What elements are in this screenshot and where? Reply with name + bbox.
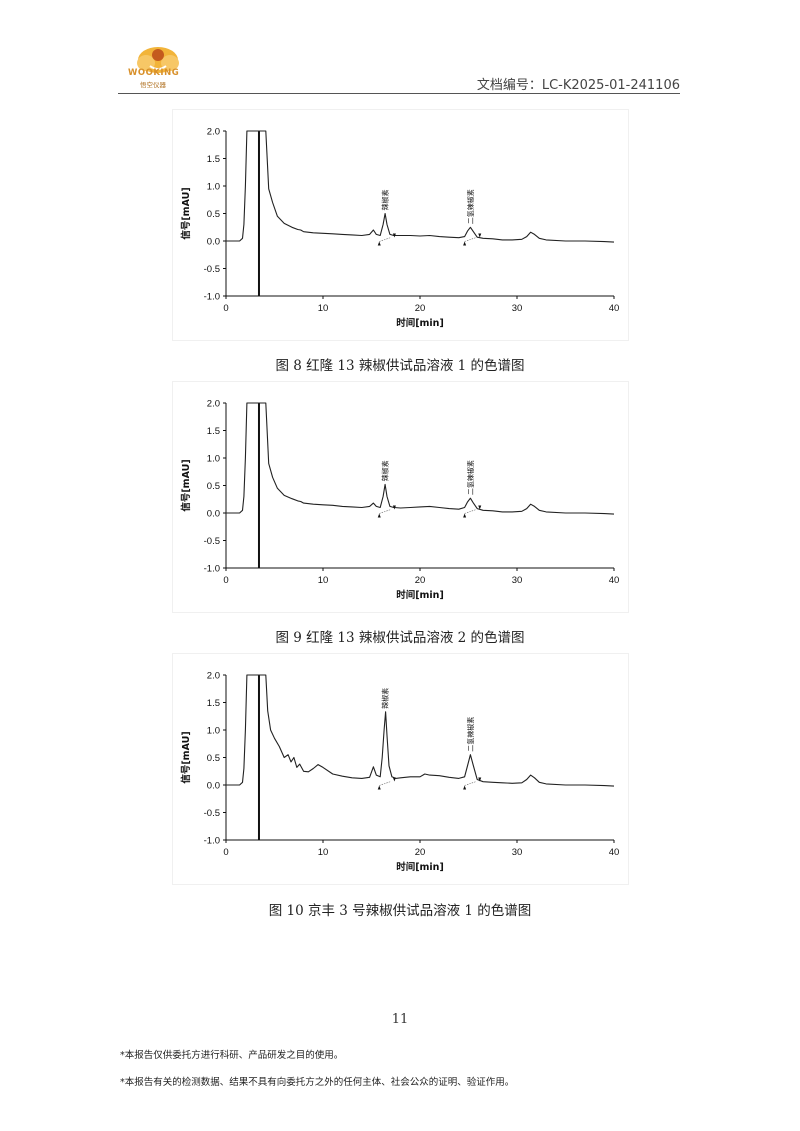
- x-tick-label: 30: [512, 575, 523, 586]
- peak-baseline: [464, 509, 477, 514]
- x-tick-label: 30: [512, 303, 523, 314]
- y-tick-label: -0.5: [204, 264, 220, 275]
- y-axis-label: 信号[mAU]: [180, 187, 192, 239]
- y-tick-label: -1.0: [204, 292, 220, 303]
- y-tick-label: 1.0: [207, 726, 220, 737]
- x-tick-label: 10: [318, 847, 329, 858]
- peak-end-arrow: [392, 233, 396, 238]
- y-tick-label: -1.0: [204, 836, 220, 847]
- y-tick-label: 1.0: [207, 182, 220, 193]
- y-tick-label: 1.5: [207, 426, 220, 437]
- y-tick-label: 2.0: [207, 671, 220, 682]
- chromatogram-trace: [226, 674, 615, 787]
- x-tick-label: 0: [223, 847, 228, 858]
- peak-label: 辣椒素: [381, 460, 390, 481]
- x-tick-label: 10: [318, 575, 329, 586]
- peak-end-arrow: [478, 233, 482, 238]
- y-tick-label: 0.5: [207, 481, 220, 492]
- peak-start-arrow: [463, 241, 467, 246]
- peak-start-arrow: [463, 513, 467, 518]
- x-tick-label: 20: [415, 847, 426, 858]
- x-tick-label: 20: [415, 575, 426, 586]
- y-tick-label: 0.5: [207, 753, 220, 764]
- x-tick-label: 40: [609, 575, 620, 586]
- peak-baseline: [464, 781, 477, 786]
- peak-end-arrow: [392, 505, 396, 510]
- figure-caption-9: 图 9 红隆 13 辣椒供试品溶液 2 的色谱图: [275, 630, 525, 646]
- x-tick-label: 0: [223, 575, 228, 586]
- peak-label: 二氢辣椒素: [466, 460, 475, 495]
- x-tick-label: 40: [609, 847, 620, 858]
- y-tick-label: 2.0: [207, 127, 220, 138]
- chromatogram-chart-1: 2.0 1.5 1.0 0.5 0.0 -0.5 -1.0 0 10 20 30 40 时间[min] 信…: [173, 110, 628, 340]
- figure-caption-8: 图 8 红隆 13 辣椒供试品溶液 1 的色谱图: [275, 358, 525, 374]
- figure-caption-10: 图 10 京丰 3 号辣椒供试品溶液 1 的色谱图: [268, 903, 532, 919]
- x-axis-label: 时间[min]: [396, 589, 444, 601]
- chromatogram-trace: [226, 402, 615, 515]
- peak-label: 辣椒素: [381, 190, 390, 211]
- x-tick-label: 40: [609, 303, 620, 314]
- peak-end-arrow: [478, 505, 482, 510]
- y-axis-label: 信号[mAU]: [180, 459, 192, 511]
- peak-start-arrow: [377, 785, 381, 790]
- peak-start-arrow: [377, 513, 381, 518]
- y-tick-label: 0.5: [207, 209, 220, 220]
- y-tick-label: 0.0: [207, 237, 220, 248]
- y-tick-label: 1.5: [207, 154, 220, 165]
- page-number: 11: [391, 1012, 409, 1027]
- y-tick-label: 1.0: [207, 454, 220, 465]
- peak-baseline: [379, 781, 391, 786]
- x-tick-label: 0: [223, 303, 228, 314]
- logo-subtitle: 悟空仪器: [140, 81, 166, 89]
- y-tick-label: -1.0: [204, 564, 220, 575]
- chromatogram-trace: [226, 130, 615, 243]
- peak-label: 辣椒素: [381, 688, 390, 709]
- peak-end-arrow: [478, 777, 482, 782]
- y-tick-label: -0.5: [204, 536, 220, 547]
- x-axis-label: 时间[min]: [396, 317, 444, 329]
- y-tick-label: 2.0: [207, 399, 220, 410]
- chromatogram-svg-2: 2.0 1.5 1.0 0.5 0.0 -0.5 -1.00 10 20 30 40 时间[min] 信…: [180, 399, 620, 602]
- footnote-2: *本报告有关的检测数据、结果不具有向委托方之外的任何主体、社会公众的证明、验证作…: [120, 1077, 515, 1088]
- peak-baseline: [464, 237, 477, 242]
- x-axis-label: 时间[min]: [396, 861, 444, 873]
- y-tick-label: 0.0: [207, 781, 220, 792]
- chromatogram-chart-2: 2.0 1.5 1.0 0.5 0.0 -0.5 -1.0 0 10 20 30 40 时间[min] 信…: [173, 382, 628, 612]
- x-tick-label: 20: [415, 303, 426, 314]
- logo-text: WOOKING: [128, 68, 180, 78]
- y-tick-label: 1.5: [207, 698, 220, 709]
- peak-label: 二氢辣椒素: [466, 717, 475, 752]
- footnote-1: *本报告仅供委托方进行科研、产品研发之目的使用。: [120, 1050, 344, 1061]
- peak-start-arrow: [463, 785, 467, 790]
- company-logo: [137, 47, 179, 73]
- document-id: 文档编号：LC-K2025-01-241106: [476, 78, 680, 93]
- x-tick-label: 10: [318, 303, 329, 314]
- peak-end-arrow: [392, 777, 396, 782]
- peak-start-arrow: [377, 241, 381, 246]
- y-tick-label: 0.0: [207, 509, 220, 520]
- peak-baseline: [379, 509, 391, 514]
- peak-label: 二氢辣椒素: [466, 189, 475, 224]
- header-divider: [118, 93, 680, 94]
- peak-baseline: [379, 237, 391, 242]
- x-tick-label: 30: [512, 847, 523, 858]
- y-axis-label: 信号[mAU]: [180, 731, 192, 783]
- y-tick-label: -0.5: [204, 808, 220, 819]
- chromatogram-svg-3: 2.0 1.5 1.0 0.5 0.0 -0.5 -1.00 10 20 30 40 时间[min] 信…: [180, 671, 620, 874]
- chromatogram-chart-3: 2.0 1.5 1.0 0.5 0.0 -0.5 -1.0 0 10 20 30 40 时间[min] 信…: [173, 654, 628, 884]
- chromatogram-svg-1: 2.0 1.5 1.0 0.5 0.0 -0.5 -1.00 10 20 30 40 时间[min] 信…: [180, 127, 620, 330]
